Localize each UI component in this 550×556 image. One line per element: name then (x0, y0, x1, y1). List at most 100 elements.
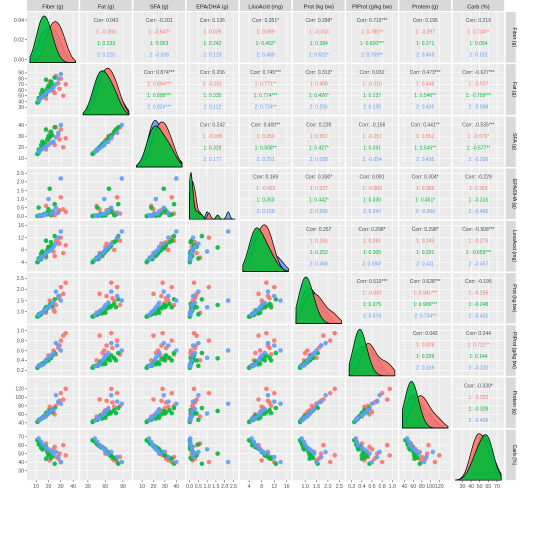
scatter-point-group-2 (196, 442, 201, 447)
scatter-point-group-3 (301, 363, 307, 368)
scatter-point-group-3 (166, 343, 171, 348)
corr-group-1: 1: 0.557 (310, 134, 328, 140)
row-strip (505, 220, 516, 272)
corr-group-3: 2: 0.594* (362, 261, 382, 267)
scatter-point-group-3 (278, 401, 283, 407)
scatter-point-group-1 (166, 247, 171, 253)
scatter-point-group-1 (114, 195, 120, 200)
scatter-point-group-3 (174, 298, 179, 303)
scatter-point-group-2 (43, 77, 49, 83)
corr-group-3: 2: 0.265 (310, 209, 328, 215)
row-strip (505, 429, 516, 481)
scatter-point-group-3 (152, 307, 157, 312)
corr-group-3: 2: 0.158 (257, 209, 275, 215)
x-tick-label: 1.0 (389, 484, 396, 490)
y-tick-label: 0.0 (17, 214, 24, 220)
y-tick-label: 40 (18, 460, 24, 466)
corr-group-3: 2: 0.824*** (147, 105, 171, 111)
y-tick-label: 0.4 (17, 358, 24, 364)
corr-group-1: 1: -0.576* (468, 134, 490, 140)
panel-r3-c6: Corr: 0.091 1: -0.003 1: 0.330 2: 0.247 (346, 168, 398, 220)
scatter-point-group-3 (58, 229, 64, 234)
y-tick-label: 90 (18, 71, 24, 77)
column-strip-label: SFA (g) (150, 5, 169, 11)
scatter-point-group-3 (259, 448, 264, 454)
scatter-point-group-3 (58, 71, 64, 77)
scatter-point-group-1 (191, 330, 197, 336)
scatter-point-group-3 (103, 302, 108, 308)
scatter-point-group-3 (46, 196, 51, 202)
scatter-point-group-3 (256, 358, 261, 363)
panel-r7-c5 (293, 377, 345, 428)
scatter-point-group-3 (146, 436, 152, 441)
scatter-point-group-2 (215, 302, 220, 308)
scatter-point-group-3 (190, 293, 196, 299)
panel-r8-c5 (293, 429, 345, 481)
scatter-point-group-3 (153, 196, 159, 202)
scatter-point-group-3 (318, 399, 324, 404)
scatter-point-group-3 (94, 255, 100, 260)
scatter-point-group-3 (174, 229, 179, 234)
scatter-point-group-3 (100, 412, 105, 418)
scatter-point-group-1 (111, 247, 117, 253)
corr-overall: Corr: 0.298* (412, 227, 439, 233)
scatter-point-group-1 (191, 280, 197, 285)
scatter-point-group-3 (108, 241, 114, 247)
column-strip-label: Fiber (g) (42, 5, 63, 11)
scatter-point-group-3 (155, 302, 161, 308)
scatter-point-group-2 (36, 205, 41, 210)
scatter-point-group-3 (323, 392, 328, 398)
scatter-point-group-3 (119, 459, 125, 465)
scatter-point-group-3 (423, 454, 429, 460)
scatter-point-group-3 (187, 439, 193, 445)
scatter-point-group-3 (187, 310, 193, 316)
scatter-point-group-1 (160, 280, 165, 285)
scatter-point-group-3 (108, 205, 114, 210)
scatter-point-group-3 (53, 289, 59, 294)
scatter-point-group-3 (119, 298, 125, 303)
scatter-point-group-3 (43, 412, 49, 418)
scatter-point-group-3 (196, 289, 201, 294)
scatter-point-group-1 (151, 333, 156, 338)
scatter-point-group-3 (100, 250, 105, 256)
corr-overall: Corr: -0.229 (465, 175, 492, 181)
corr-group-1: 1: 0.711** (468, 343, 490, 349)
scatter-point-group-1 (60, 397, 66, 402)
scatter-point-group-2 (153, 311, 159, 316)
corr-group-1: 1: 0.353 (469, 186, 487, 192)
scatter-point-group-1 (160, 386, 165, 392)
scatter-point-group-3 (256, 412, 261, 418)
corr-group-1: 1: -0.393 (469, 395, 489, 401)
scatter-point-group-3 (155, 408, 161, 414)
corr-group-3: 2: -0.296 (469, 157, 489, 163)
scatter-point-group-3 (43, 250, 49, 256)
scatter-point-group-3 (174, 176, 179, 181)
panel-r6-c8: Corr: 0.244 1: 0.711** 1: 0.144 2: -0.120 (452, 325, 505, 376)
scatter-point-group-3 (259, 353, 264, 358)
panel-r2-c5: Corr: 0.239 1: 0.557 1: 0.427* 2: 0.098 (293, 116, 345, 167)
scatter-point-group-1 (256, 333, 261, 338)
scatter-point-group-3 (38, 310, 44, 316)
corr-group-3: 2: 0.123 (203, 53, 221, 59)
y-tick-label: 4 (21, 260, 24, 266)
scatter-point-group-3 (119, 401, 125, 407)
column-strip-label: PlProt (g/kg bw) (352, 5, 392, 11)
scatter-point-group-3 (166, 235, 171, 240)
column-strip-label: Carb (%) (467, 5, 490, 11)
scatter-point-group-1 (104, 398, 109, 404)
scatter-point-group-3 (189, 412, 194, 418)
scatter-point-group-1 (332, 453, 338, 458)
row-strip (505, 273, 516, 324)
scatter-point-group-2 (52, 461, 57, 467)
corr-group-1: 1: 0.785** (361, 30, 383, 36)
y-tick-label: 1.0 (17, 328, 24, 334)
corr-group-2: 1: 0.909*** (413, 302, 437, 308)
scatter-point-group-3 (314, 401, 319, 407)
scatter-point-group-2 (113, 410, 119, 416)
panel-r2-c0 (27, 116, 79, 167)
scatter-point-group-1 (151, 291, 156, 297)
corr-group-2: 1: -0.659*** (466, 250, 492, 256)
scatter-point-group-3 (377, 392, 382, 398)
scatter-point-group-3 (36, 436, 41, 441)
column-strip-label: EPA/DHA (g) (196, 5, 228, 11)
